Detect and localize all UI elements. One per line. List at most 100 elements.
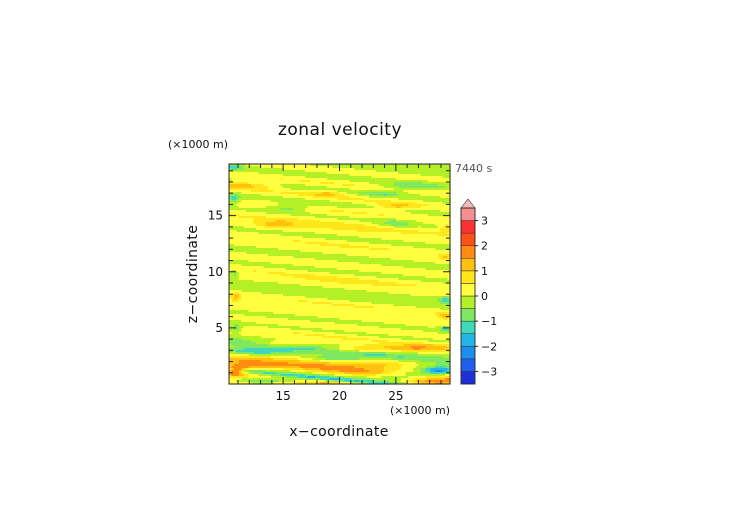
field-cell [432, 226, 436, 229]
field-cell [413, 186, 417, 189]
field-cell [334, 258, 338, 261]
field-cell [324, 218, 328, 221]
field-cell [388, 178, 392, 181]
field-cell [275, 176, 279, 179]
field-cell [437, 258, 441, 261]
field-cell [339, 218, 343, 221]
field-cell [430, 182, 434, 185]
field-cell [241, 200, 245, 203]
field-cell [307, 236, 311, 239]
field-cell [368, 192, 373, 195]
field-cell [238, 240, 242, 243]
field-cell [278, 168, 282, 171]
field-cell [376, 230, 380, 233]
field-cell [273, 168, 277, 171]
field-cell [307, 174, 311, 177]
field-cell [256, 252, 260, 255]
field-cell [314, 220, 318, 223]
field-cell [408, 220, 412, 223]
field-cell [368, 216, 373, 219]
field-cell [302, 212, 306, 215]
field-cell [442, 192, 446, 195]
field-cell [248, 262, 252, 265]
field-cell [251, 176, 255, 179]
field-cell [297, 228, 301, 231]
field-cell [243, 250, 247, 253]
field-cell [273, 204, 277, 207]
field-cell [383, 170, 387, 173]
field-cell [386, 190, 390, 193]
field-cell [270, 224, 274, 227]
field-cell [246, 176, 250, 179]
field-cell [287, 238, 291, 241]
field-cell [329, 252, 333, 255]
field-cell [341, 190, 346, 193]
field-cell [334, 204, 338, 207]
field-cell [233, 202, 237, 205]
field-cell [349, 222, 353, 225]
field-cell [297, 166, 301, 169]
field-cell [354, 238, 358, 241]
field-cell [420, 258, 424, 261]
field-cell [297, 218, 301, 221]
field-cell [278, 264, 282, 267]
field-cell [371, 262, 375, 265]
field-cell [275, 208, 279, 211]
field-cell [371, 182, 375, 185]
field-cell [403, 218, 407, 221]
field-cell [422, 214, 427, 217]
field-cell [386, 218, 390, 221]
field-cell [295, 232, 299, 235]
field-cell [285, 208, 289, 211]
field-cell [368, 222, 373, 225]
field-cell [295, 196, 299, 199]
field-cell [356, 226, 360, 229]
field-cell [238, 202, 242, 205]
field-cell [415, 262, 419, 265]
field-cell [295, 260, 299, 263]
field-cell [413, 232, 417, 235]
field-cell [334, 180, 338, 183]
field-cell [388, 208, 392, 211]
field-cell [275, 172, 279, 175]
field-cell [388, 186, 392, 189]
field-cell [285, 186, 289, 189]
field-cell [285, 200, 289, 203]
field-cell [290, 214, 294, 217]
field-cell [253, 242, 257, 245]
field-cell [339, 228, 343, 231]
field-cell [324, 230, 328, 233]
field-cell [359, 170, 363, 173]
field-cell [270, 170, 274, 173]
field-cell [287, 182, 291, 185]
field-cell [364, 238, 368, 241]
field-cell [243, 232, 247, 235]
field-cell [359, 216, 363, 219]
field-cell [231, 210, 235, 213]
field-cell [327, 240, 331, 243]
field-cell [314, 190, 318, 193]
field-cell [260, 206, 264, 209]
field-cell [398, 172, 402, 175]
field-cell [376, 186, 380, 189]
field-cell [391, 170, 395, 173]
field-cell [437, 166, 441, 169]
field-cell [442, 198, 446, 201]
field-cell [349, 188, 353, 191]
field-cell [317, 200, 321, 203]
field-cell [319, 230, 323, 233]
field-cell [442, 172, 446, 175]
field-cell [300, 218, 304, 221]
field-cell [295, 244, 299, 247]
field-cell [241, 224, 245, 227]
field-cell [351, 224, 355, 227]
field-cell [376, 238, 380, 241]
field-cell [322, 234, 326, 237]
field-cell [280, 256, 284, 259]
field-cell [393, 180, 397, 183]
field-cell [393, 210, 397, 213]
field-cell [427, 232, 431, 235]
field-cell [324, 234, 328, 237]
field-cell [270, 194, 274, 197]
field-cell [391, 226, 395, 229]
